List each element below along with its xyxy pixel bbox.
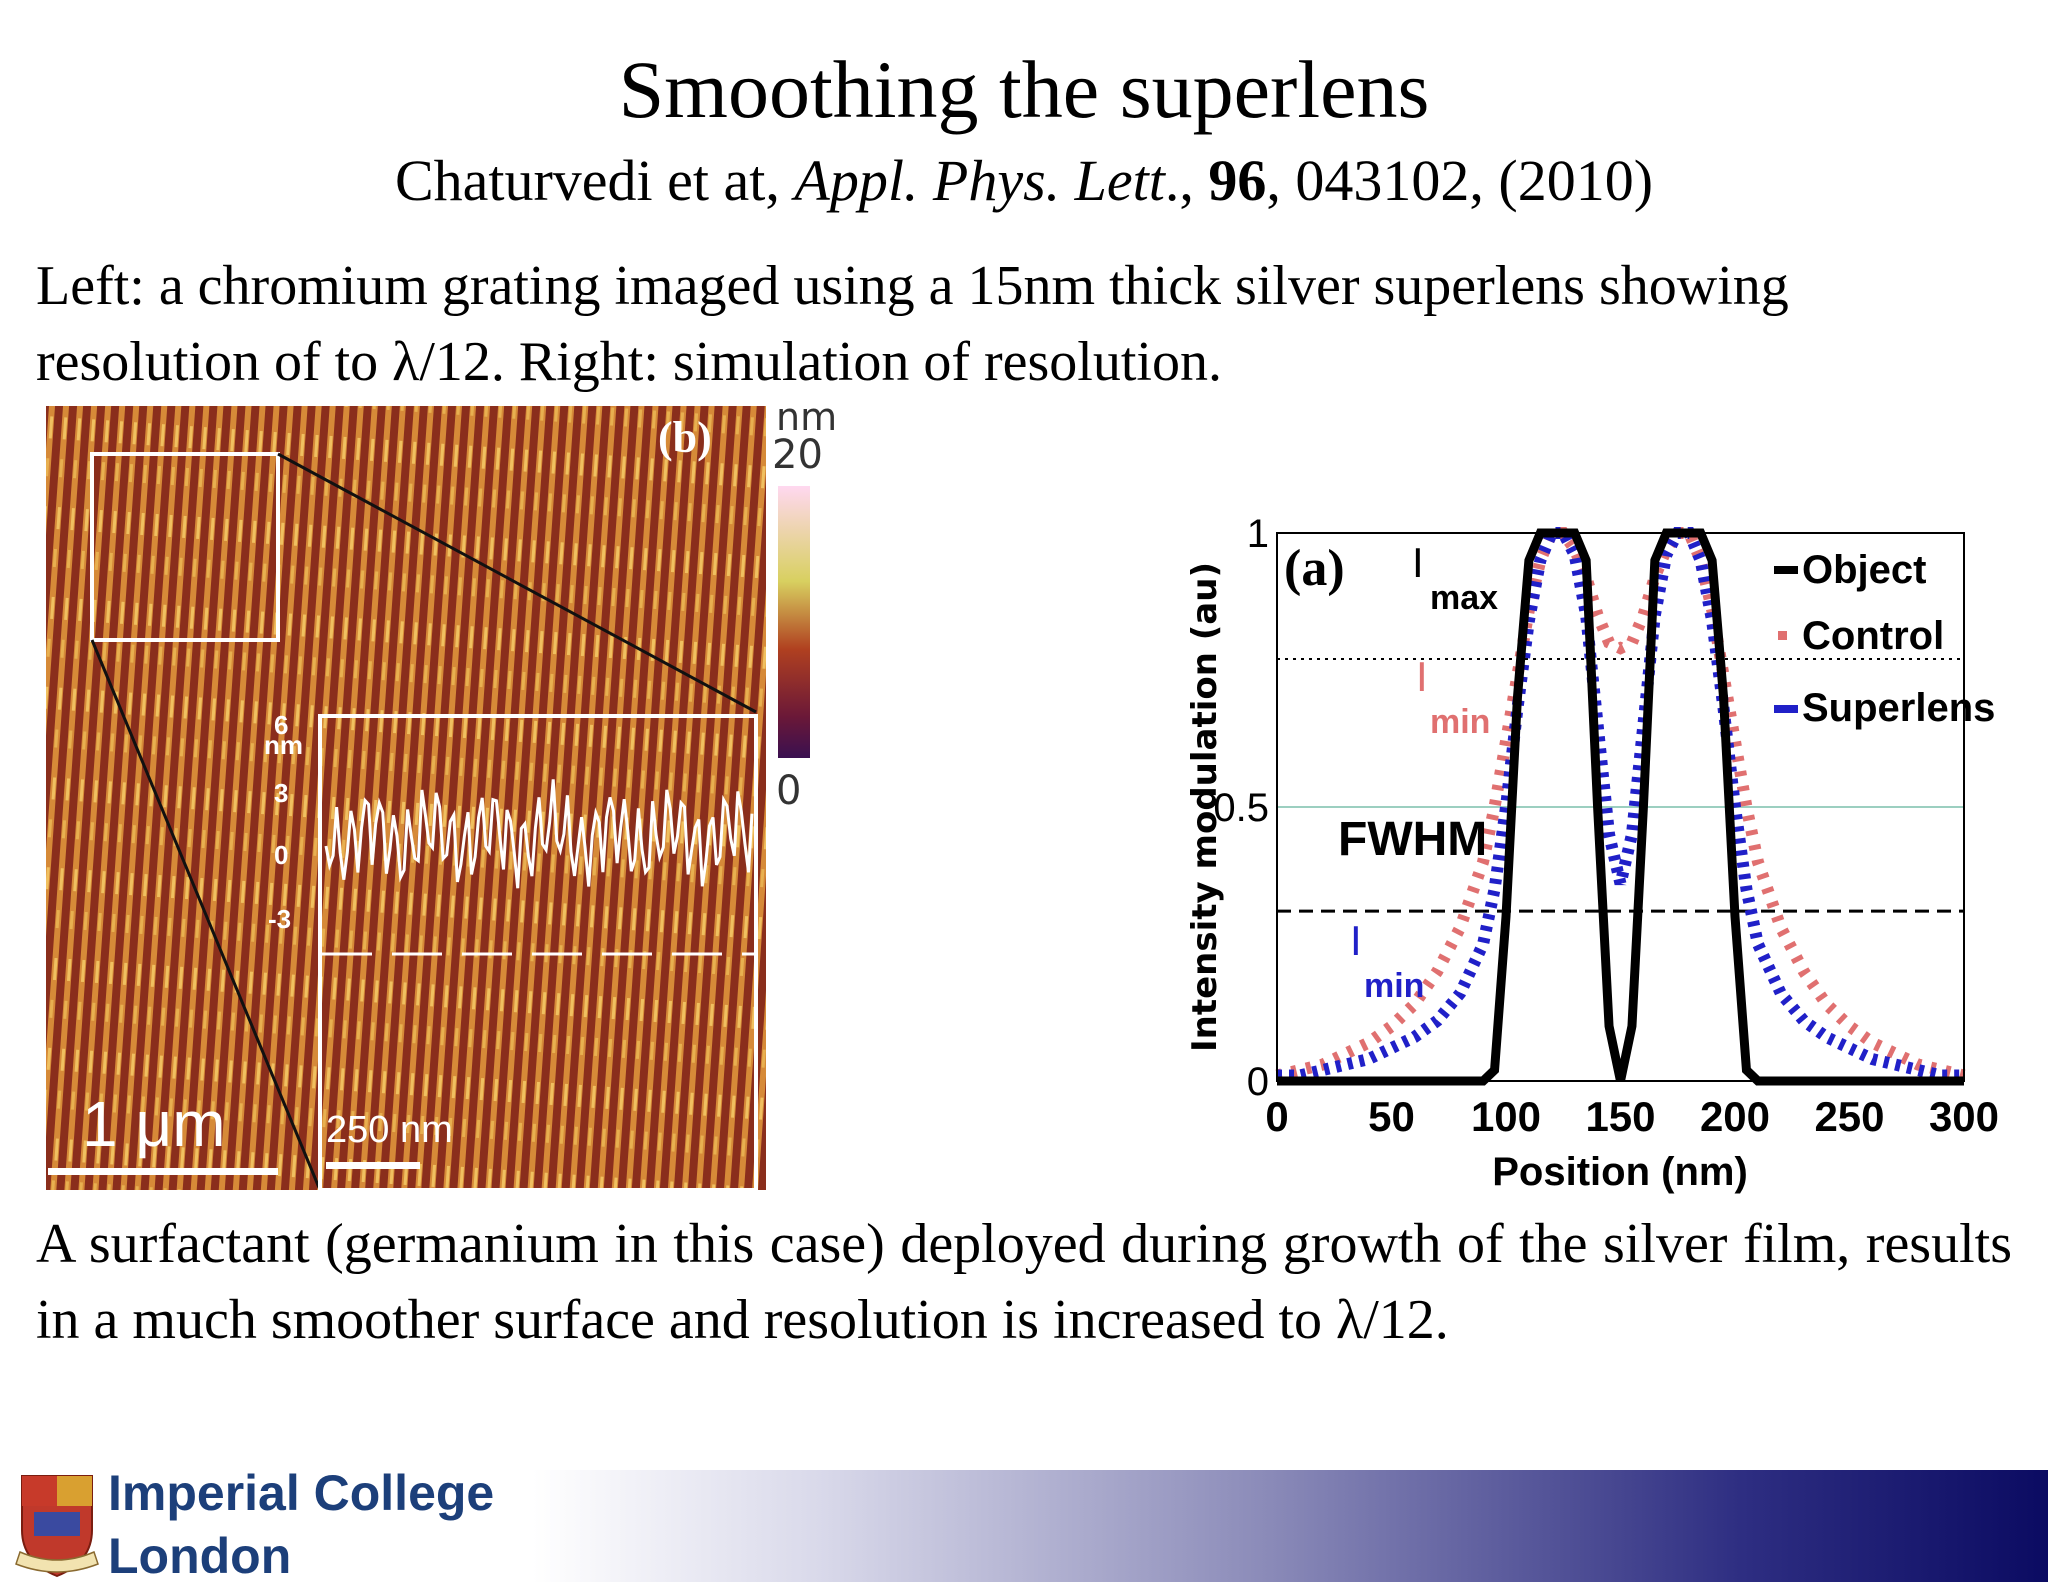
annot-imin-ctrl: I <box>1416 653 1428 700</box>
zoom-line-bottom <box>90 639 322 1191</box>
annot-imin-sl: I <box>1350 917 1362 964</box>
afm-profile-trace <box>324 779 754 889</box>
colorbar-max: 20 <box>772 432 823 478</box>
legend-swatch-superlens <box>1774 705 1798 713</box>
citation-volume: 96 <box>1208 148 1267 213</box>
x-tick-label: 250 <box>1814 1093 1884 1140</box>
annot-imax-sub: max <box>1430 579 1498 617</box>
y-tick-label: 0 <box>1247 1060 1269 1104</box>
x-tick-label: 200 <box>1700 1093 1770 1140</box>
afm-inset-box <box>318 714 758 1192</box>
scalebar-inset-label: 250 nm <box>326 1109 453 1151</box>
x-tick-label: 300 <box>1929 1093 1999 1140</box>
citation-sep: ., <box>1164 148 1209 213</box>
scalebar-inset <box>326 1162 420 1169</box>
afm-scan <box>46 406 766 1190</box>
annot-fwhm: FWHM <box>1338 813 1487 866</box>
annot-imax: I <box>1412 539 1424 586</box>
legend-swatch-control <box>1778 631 1787 640</box>
colorbar <box>778 486 810 758</box>
scalebar-main-label: 1 μm <box>82 1088 226 1160</box>
citation-authors: Chaturvedi et at, <box>394 148 795 213</box>
profile-tick-neg3: -3 <box>268 904 291 934</box>
zoom-line-top <box>277 452 757 714</box>
profile-tick-6: 6 <box>274 710 288 740</box>
imperial-crest-logo <box>15 1475 99 1578</box>
legend-label-object: Object <box>1802 548 1926 592</box>
colorbar-unit: nm <box>776 406 837 439</box>
x-axis-label: Position (nm) <box>1492 1150 1748 1194</box>
x-tick-label: 100 <box>1471 1093 1541 1140</box>
brand-name-line1: Imperial College <box>108 1465 495 1521</box>
y-tick-label: 0.5 <box>1213 786 1269 830</box>
citation-journal: Appl. Phys. Lett <box>794 148 1165 213</box>
annot-imin-sl-sub: min <box>1364 967 1424 1005</box>
colorbar-min: 0 <box>776 768 801 814</box>
profile-tick-3: 3 <box>274 778 288 808</box>
x-tick-label: 0 <box>1265 1093 1288 1140</box>
y-axis-label: Intensity modulation (au) <box>1185 562 1225 1052</box>
brand-name-line2: London <box>108 1528 292 1584</box>
panel-label-a: (a) <box>1284 540 1345 597</box>
series-control <box>1275 527 1966 1082</box>
y-tick-label: 1 <box>1247 512 1269 556</box>
series-superlens <box>1277 527 1964 1082</box>
profile-tick-0: 0 <box>274 840 288 870</box>
scalebar-main <box>48 1168 278 1175</box>
legend-label-superlens: Superlens <box>1802 686 1995 730</box>
legend-swatch-object <box>1774 566 1798 574</box>
plot-frame <box>1276 532 1965 1082</box>
x-tick-label: 50 <box>1368 1093 1415 1140</box>
resolution-chart: 0 50 100 150 200 250 300 0 0.5 1 Position (nm) I… <box>1185 512 1999 1194</box>
legend-label-control: Control <box>1802 614 1944 658</box>
slide-title: Smoothing the superlens <box>618 44 1430 135</box>
description-paragraph: Left: a chromium grating imaged using a … <box>36 255 1789 393</box>
footer-band <box>0 1470 2048 1582</box>
conclusion-paragraph: A surfactant (germanium in this case) de… <box>36 1213 2012 1351</box>
annot-imin-ctrl-sub: min <box>1430 703 1490 741</box>
citation-rest: , 043102, (2010) <box>1266 148 1654 213</box>
legend: Object Control Superlens <box>1774 548 1995 730</box>
citation: Chaturvedi et at, Appl. Phys. Lett., 96,… <box>0 146 2048 216</box>
panel-label-b: (b) <box>658 413 712 462</box>
profile-unit-label: nm <box>264 730 303 760</box>
afm-zoom-box <box>90 452 280 642</box>
afm-image-figure: nm 6 3 0 -3 (b) 1 μm 250 nm nm 20 0 <box>46 406 837 1192</box>
x-tick-label: 150 <box>1585 1093 1655 1140</box>
